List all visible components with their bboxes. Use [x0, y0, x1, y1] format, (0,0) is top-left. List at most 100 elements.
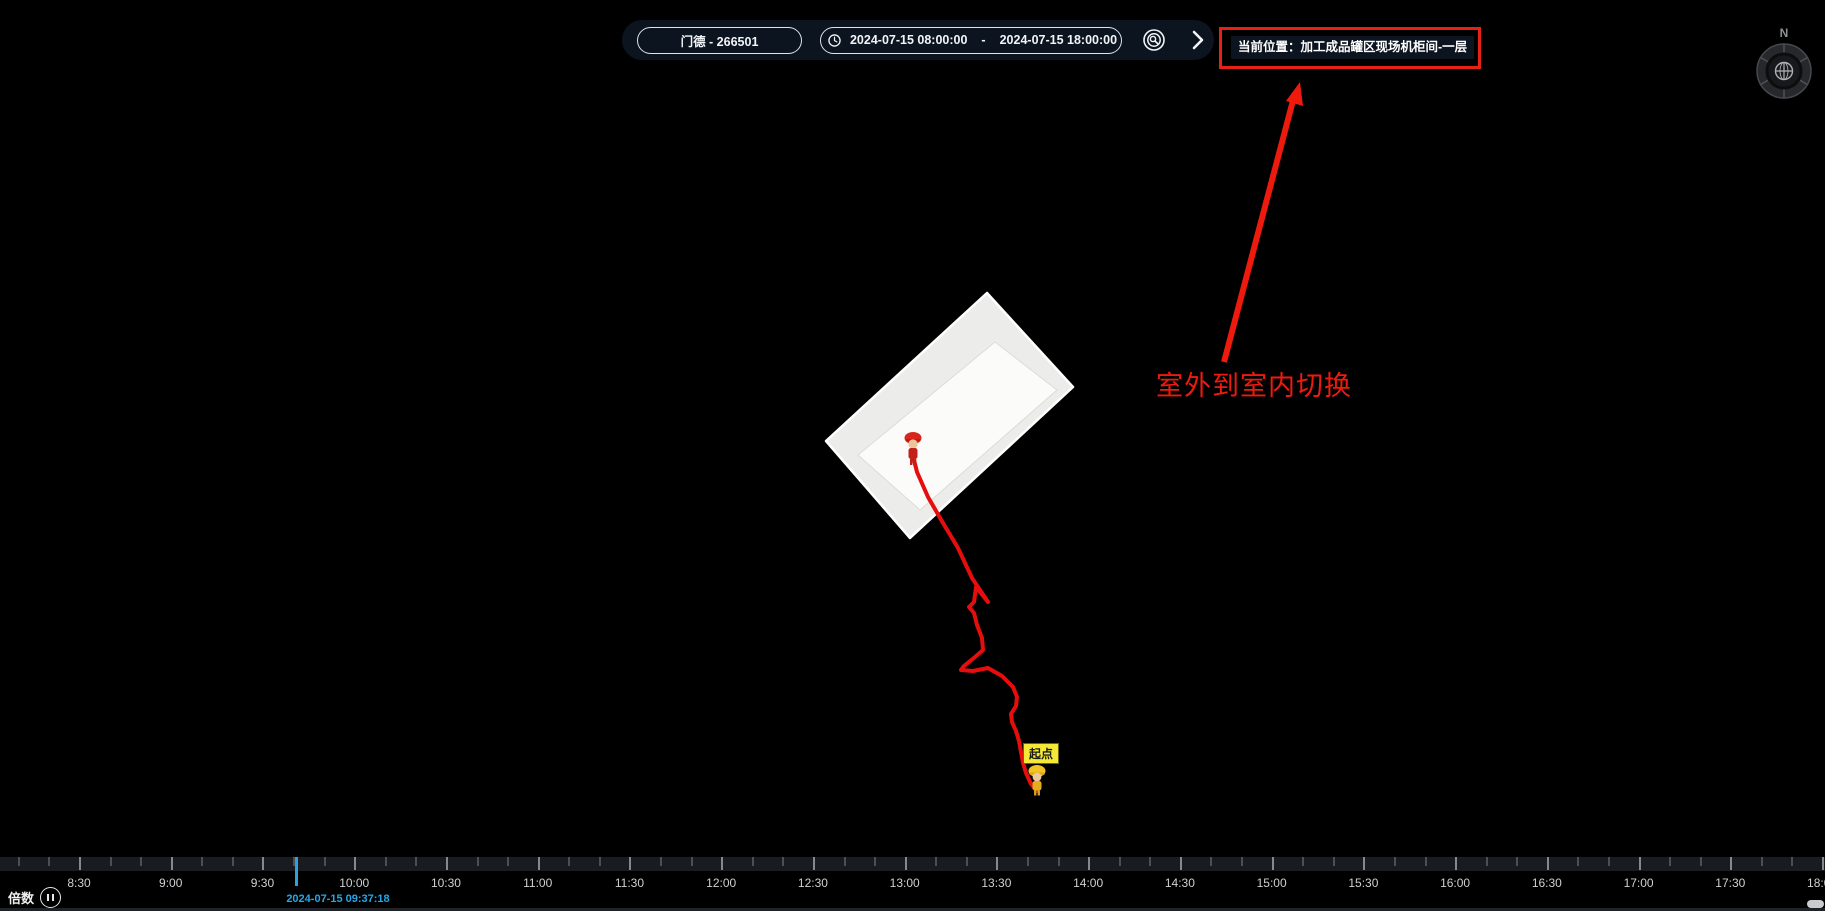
timeline-minor-tick	[231, 857, 234, 866]
timeline-tick-label: 9:00	[159, 876, 183, 890]
timeline-minor-tick	[1241, 857, 1244, 866]
timeline-minor-tick	[1608, 857, 1610, 866]
timeline-minor-tick	[965, 857, 968, 866]
timeline-minor-tick	[1026, 857, 1029, 866]
device-select-value: 门德 - 266501	[680, 34, 759, 49]
start-point-tag: 起点	[1023, 743, 1060, 764]
timeline-tick-label: 13:00	[889, 876, 920, 890]
range-end: 2024-07-15 18:00:00	[999, 33, 1118, 47]
annotation-caption: 室外到室内切换	[1156, 371, 1352, 401]
timeline-tick-label: 10:30	[430, 876, 461, 890]
compass-north-label: N	[1779, 26, 1789, 40]
timeline-major-tick	[1455, 857, 1458, 870]
timeline-tick-label: 14:30	[1164, 876, 1195, 890]
current-position-worker-icon[interactable]	[904, 432, 922, 465]
timeline-minor-tick	[598, 857, 601, 866]
timeline-tick-label: 15:00	[1256, 876, 1287, 890]
timeline-minor-tick	[1485, 857, 1488, 866]
timeline-major-tick	[721, 857, 724, 870]
timeline-tick-label: 8:30	[67, 876, 91, 890]
start-point-worker-icon[interactable]	[1028, 765, 1046, 796]
timeline-tick-label: 10:00	[339, 876, 370, 890]
top-toolbar: 门德 - 266501 2024-07-15 08:00:00 - 2024-0…	[622, 20, 1214, 60]
device-select[interactable]: 门德 - 266501	[637, 26, 802, 54]
timeline-minor-tick	[1516, 857, 1519, 866]
locate-search-button[interactable]	[1142, 28, 1166, 52]
timeline-minor-tick	[935, 857, 938, 866]
timeline-minor-tick	[751, 857, 754, 866]
timeline-tick-label: 11:00	[523, 876, 553, 890]
timeline-major-tick	[1822, 857, 1825, 870]
pause-button[interactable]	[40, 887, 62, 908]
timeline-minor-tick	[874, 857, 877, 866]
timeline-tick-label: 12:00	[706, 876, 737, 890]
building-floor	[857, 341, 1058, 511]
speed-label: 倍数	[8, 891, 35, 906]
timeline-major-tick	[812, 857, 815, 870]
timeline-minor-tick	[782, 857, 785, 866]
timeline-major-tick	[1363, 857, 1366, 870]
timeline-playhead[interactable]	[295, 857, 298, 886]
timeline-minor-tick	[1760, 857, 1763, 866]
timeline-tick-label: 13:30	[981, 876, 1012, 890]
timeline-major-tick	[170, 857, 173, 870]
trajectory-path	[911, 454, 1039, 793]
pause-icon	[51, 894, 54, 901]
timeline-major-tick	[354, 857, 357, 870]
timeline-minor-tick	[1302, 857, 1305, 866]
timeline-minor-tick	[17, 857, 20, 866]
timeline-minor-tick	[476, 857, 479, 866]
timeline-major-tick	[996, 857, 999, 870]
timeline-tick-label: 18:00	[1807, 876, 1825, 890]
timeline-minor-tick	[1424, 857, 1427, 866]
timeline-minor-tick	[568, 857, 571, 866]
range-separator: -	[981, 33, 986, 47]
current-location-text: 当前位置：加工成品罐区现场机柜间-一层	[1238, 40, 1468, 54]
timeline-minor-tick	[1699, 857, 1702, 866]
timeline-major-tick	[79, 857, 81, 870]
timeline-minor-tick	[1393, 857, 1396, 866]
clock-icon	[828, 33, 841, 47]
compass-widget[interactable]: N	[1753, 26, 1815, 108]
timeline-minor-tick	[843, 857, 846, 866]
timeline-major-tick	[1638, 857, 1641, 870]
timeline-minor-tick	[660, 857, 663, 866]
timeline-major-tick	[1179, 857, 1182, 870]
bottom-border	[0, 908, 1825, 911]
timeline-major-tick	[1730, 857, 1733, 870]
timeline-minor-tick	[415, 857, 418, 866]
scrollbar-corner	[1807, 900, 1824, 908]
timeline-minor-tick	[1057, 857, 1060, 866]
timeline-tick-label: 17:30	[1715, 876, 1746, 890]
chevron-right-button[interactable]	[1190, 30, 1206, 50]
timeline-minor-tick	[690, 857, 693, 866]
timeline-minor-tick	[1210, 857, 1213, 866]
timeline-minor-tick	[1149, 857, 1152, 866]
timeline-minor-tick	[201, 857, 204, 866]
timeline-major-tick	[1271, 857, 1274, 870]
timeline-minor-tick	[323, 857, 326, 866]
timeline-minor-tick	[507, 857, 510, 866]
timeline-minor-tick	[140, 857, 143, 866]
timeline-track[interactable]	[0, 857, 1825, 871]
range-start: 2024-07-15 08:00:00	[849, 33, 968, 47]
current-location-label: 当前位置：加工成品罐区现场机柜间-一层	[1231, 36, 1475, 59]
timeline-minor-tick	[48, 857, 51, 866]
timeline-minor-tick	[109, 857, 112, 866]
datetime-range-picker[interactable]: 2024-07-15 08:00:00 - 2024-07-15 18:00:0…	[820, 26, 1122, 54]
timeline-major-tick	[537, 857, 540, 870]
timeline-major-tick	[629, 857, 632, 870]
annotation-arrow	[1221, 82, 1303, 363]
timeline-major-tick	[445, 857, 448, 870]
timeline-major-tick	[904, 857, 907, 870]
timeline-major-tick	[262, 857, 265, 870]
timeline-minor-tick	[1118, 857, 1121, 866]
building-floorplan	[824, 291, 1075, 540]
timeline-tick-label: 16:00	[1440, 876, 1471, 890]
timeline-minor-tick	[1332, 857, 1335, 866]
timeline-minor-tick	[1791, 857, 1794, 866]
timeline-tick-label: 16:30	[1531, 876, 1562, 890]
timeline-minor-tick	[384, 857, 387, 866]
timeline-tick-label: 12:30	[797, 876, 828, 890]
